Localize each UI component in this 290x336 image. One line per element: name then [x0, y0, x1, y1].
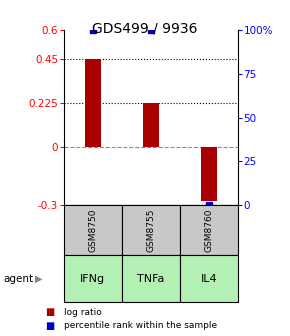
Text: ■: ■: [45, 321, 54, 331]
Bar: [122, 205, 180, 255]
Text: GDS499 / 9936: GDS499 / 9936: [92, 22, 198, 36]
Text: IL4: IL4: [200, 274, 217, 284]
Text: GSM8750: GSM8750: [88, 208, 97, 252]
Bar: [180, 205, 238, 255]
Text: GSM8760: GSM8760: [204, 208, 213, 252]
Text: TNFa: TNFa: [137, 274, 164, 284]
Text: GSM8755: GSM8755: [146, 208, 155, 252]
Bar: [85, 59, 101, 147]
Bar: [122, 255, 180, 302]
Bar: [64, 205, 122, 255]
Bar: [143, 103, 159, 147]
Text: ▶: ▶: [35, 274, 43, 284]
Text: percentile rank within the sample: percentile rank within the sample: [64, 322, 217, 330]
Text: IFNg: IFNg: [80, 274, 105, 284]
Text: log ratio: log ratio: [64, 308, 102, 317]
Text: ■: ■: [45, 307, 54, 318]
Bar: [64, 255, 122, 302]
Bar: [201, 147, 217, 201]
Text: agent: agent: [3, 274, 33, 284]
Bar: [180, 255, 238, 302]
